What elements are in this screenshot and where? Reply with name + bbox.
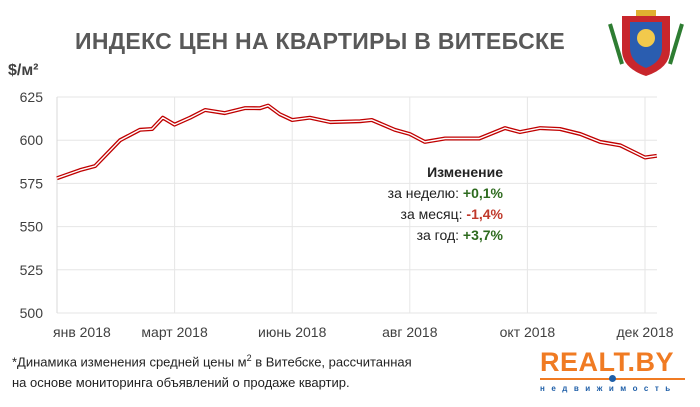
y-tick-label: 575 xyxy=(20,175,44,191)
price-line xyxy=(56,103,658,181)
y-tick-label: 525 xyxy=(20,262,44,278)
footnote-sup: 2 xyxy=(246,353,252,363)
x-tick-label: авг 2018 xyxy=(382,324,438,340)
footnote-line2: на основе мониторинга объявлений о прода… xyxy=(12,375,350,391)
footnote-text-2: в Витебске, рассчитанная xyxy=(251,354,412,370)
year-value: +3,7% xyxy=(462,227,503,243)
footnote: *Динамика изменения средней цены м2 в Ви… xyxy=(12,348,412,393)
x-tick-label: дек 2018 xyxy=(616,324,673,340)
logo-dot xyxy=(609,375,616,382)
x-tick-label: янв 2018 xyxy=(53,324,111,340)
chart-title: ИНДЕКС ЦЕН НА КВАРТИРЫ В ВИТЕБСКЕ xyxy=(75,28,565,54)
month-value: -1,4% xyxy=(466,206,503,222)
y-axis-label: $/м² xyxy=(8,62,39,79)
x-tick-label: март 2018 xyxy=(141,324,208,340)
logo-bar xyxy=(540,375,685,382)
price-line-inner xyxy=(56,104,657,179)
y-tick-label: 600 xyxy=(20,132,44,148)
change-summary: Изменение за неделю: +0,1% за месяц: -1,… xyxy=(388,162,503,246)
realt-logo[interactable]: REALT.BY недвижимость xyxy=(540,348,685,393)
y-tick-label: 550 xyxy=(20,219,44,235)
week-label: за неделю: xyxy=(387,185,460,201)
y-tick-label: 500 xyxy=(20,305,44,321)
coat-of-arms-icon xyxy=(608,10,684,76)
change-heading: Изменение xyxy=(427,164,503,180)
x-tick-label: окт 2018 xyxy=(500,324,556,340)
logo-name: REALT.BY xyxy=(540,347,675,377)
footnote-text: *Динамика изменения средней цены м xyxy=(12,354,247,370)
x-tick-label: июнь 2018 xyxy=(258,324,327,340)
y-tick-label: 625 xyxy=(20,89,44,105)
logo-tagline: недвижимость xyxy=(540,384,677,393)
year-label: за год: xyxy=(416,227,460,243)
month-label: за месяц: xyxy=(400,206,463,222)
week-value: +0,1% xyxy=(462,185,503,201)
